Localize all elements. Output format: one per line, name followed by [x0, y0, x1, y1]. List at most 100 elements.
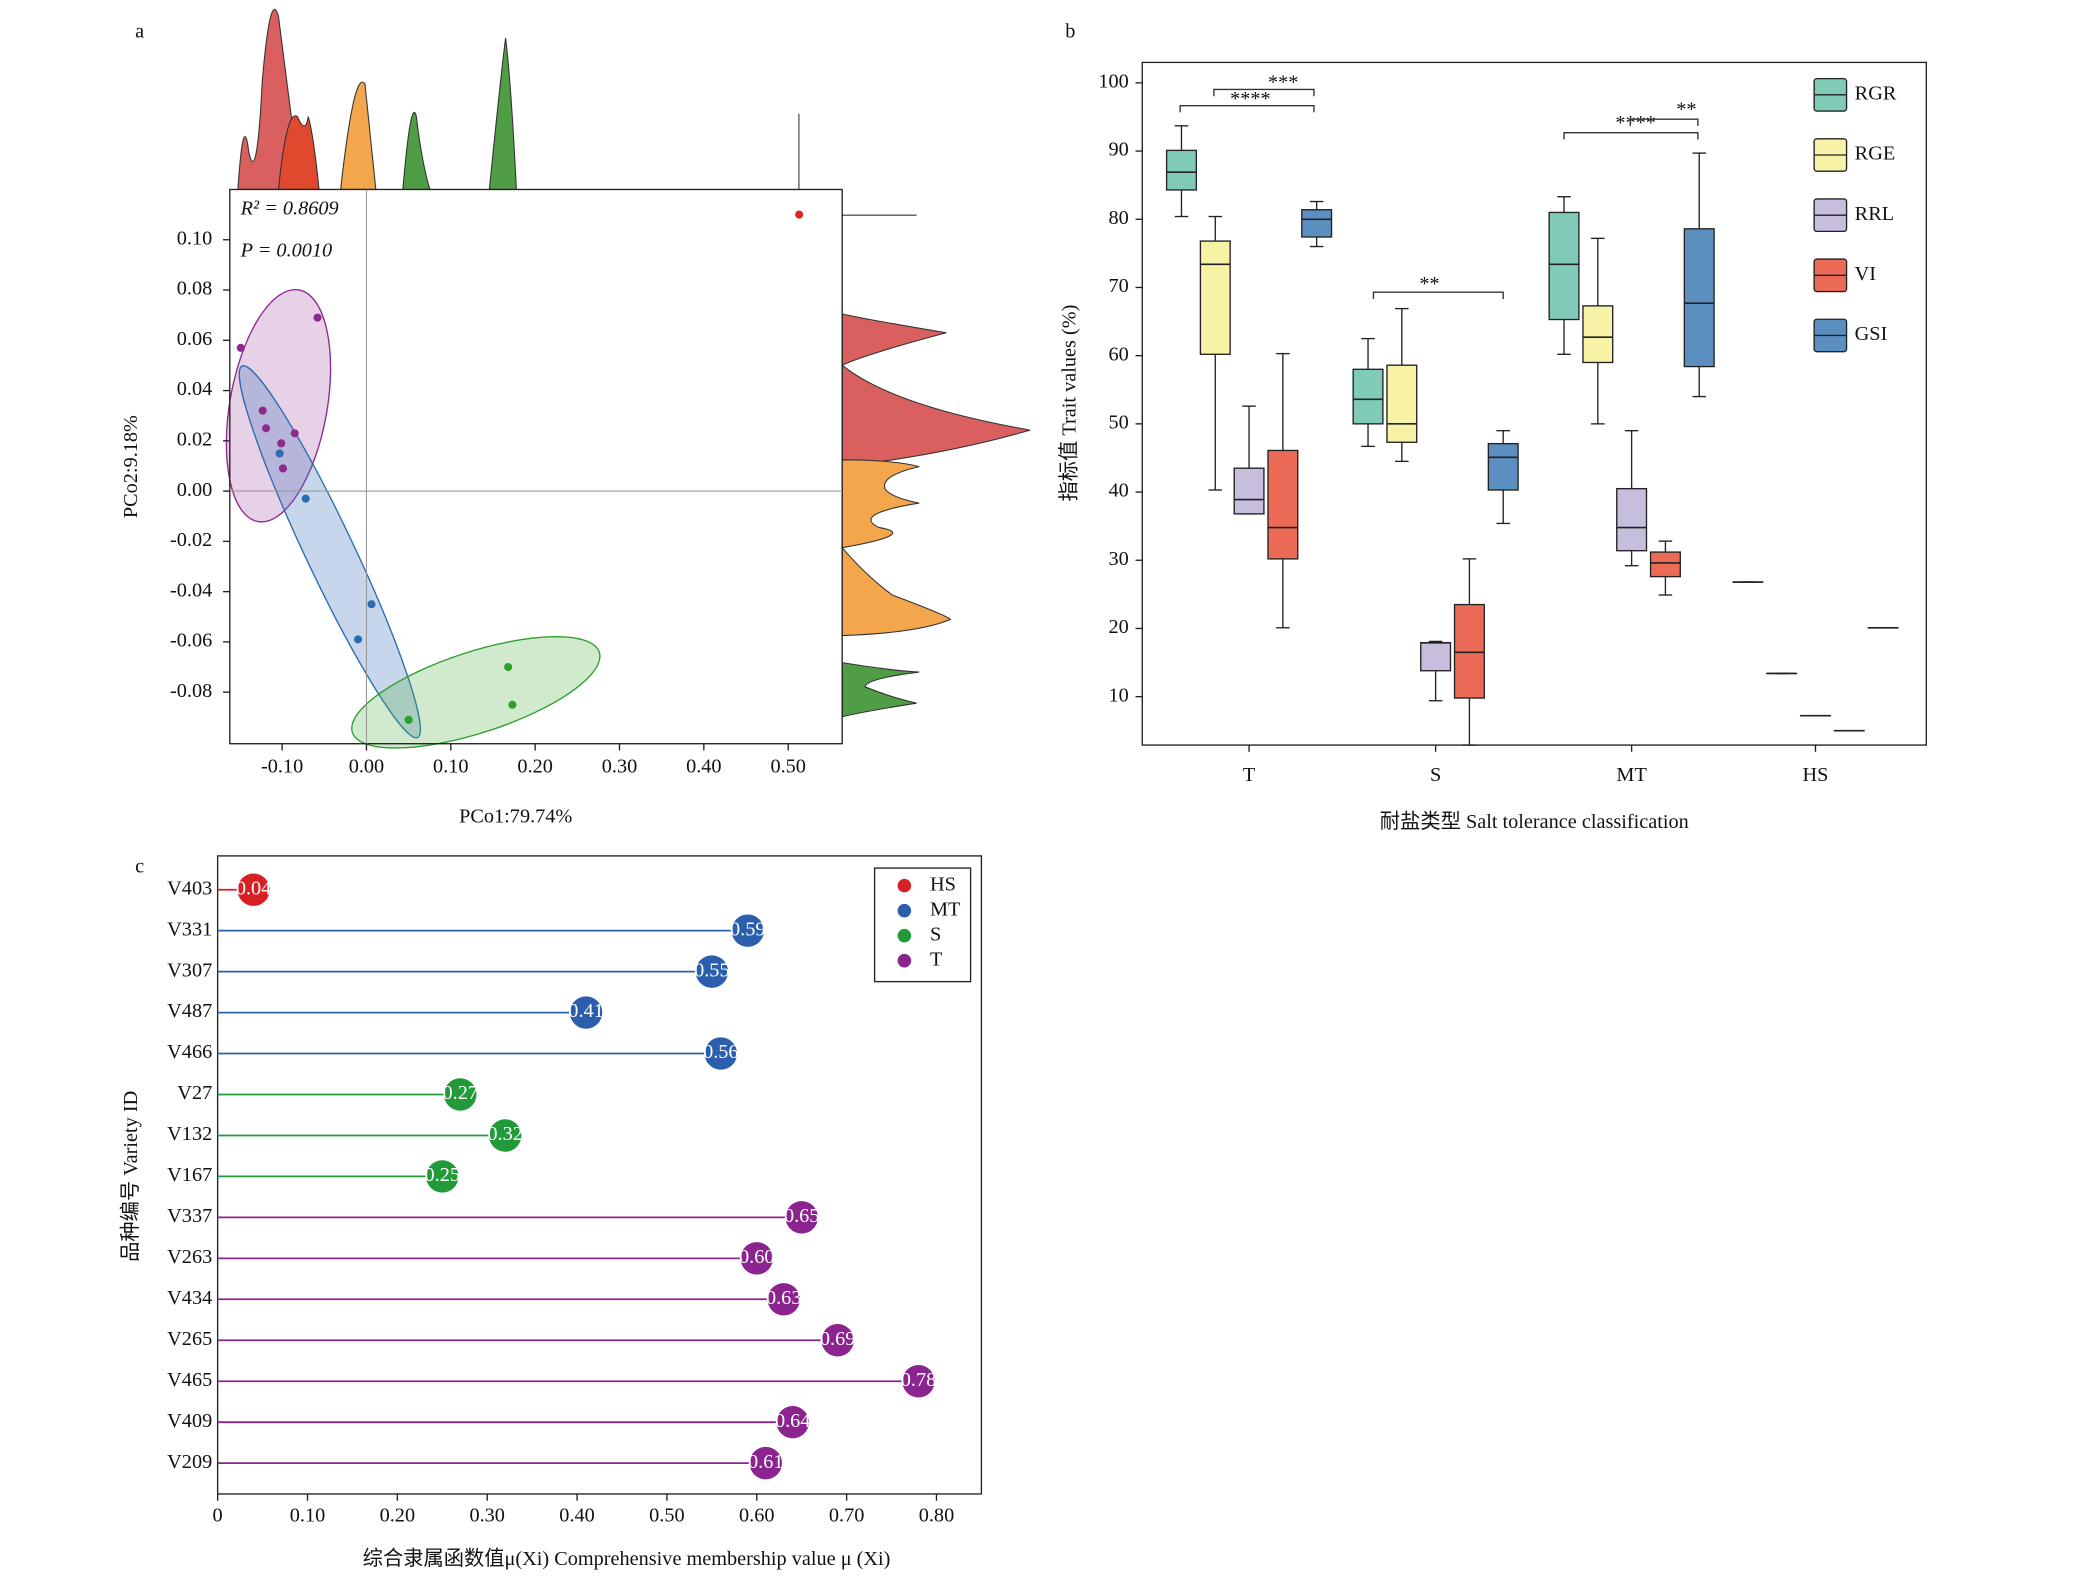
- sig-label: ****: [1230, 88, 1271, 110]
- value-label: 0.60: [739, 1246, 774, 1268]
- y-tick-label: V331: [167, 918, 212, 940]
- box: [1616, 487, 1648, 552]
- plot-frame: [216, 855, 983, 1495]
- point: [258, 406, 267, 415]
- point: [278, 464, 288, 473]
- x-axis-label: 综合隶属函数值μ(Xi) Comprehensive membership va…: [363, 1547, 891, 1570]
- point: [262, 424, 271, 433]
- plot-frame: [1141, 61, 1927, 746]
- box: [1582, 305, 1614, 364]
- y-tick-label: 80: [1108, 207, 1128, 229]
- plot-frame: [229, 188, 843, 745]
- y-tick-label: 0.08: [177, 278, 212, 300]
- density-top: [237, 8, 800, 191]
- point: [367, 600, 376, 609]
- y-axis-label: 品种编号 Variety ID: [119, 1091, 142, 1262]
- panel-label: b: [1065, 20, 1075, 42]
- legend-label: VI: [1855, 263, 1877, 285]
- dot: [902, 1365, 935, 1398]
- point: [313, 313, 322, 322]
- box: [1386, 364, 1418, 443]
- x-tick-label: 0.10: [290, 1505, 325, 1527]
- box: [1420, 642, 1452, 672]
- y-tick-label: V434: [167, 1287, 212, 1309]
- point: [277, 439, 286, 448]
- value-label: 0.69: [820, 1328, 855, 1350]
- y-tick-label: 90: [1108, 139, 1128, 161]
- sig-label: **: [1676, 99, 1696, 121]
- density-right: [841, 214, 1031, 718]
- dot: [426, 1160, 459, 1193]
- y-tick-label: V307: [167, 959, 212, 981]
- x-axis-label: PCo1:79.74%: [459, 806, 572, 828]
- point: [236, 343, 245, 352]
- x-tick-label: HS: [1803, 764, 1829, 786]
- box: [1301, 209, 1333, 238]
- x-tick-label: 0.00: [349, 756, 384, 778]
- y-tick-label: 100: [1098, 71, 1128, 93]
- x-tick-label: 0.80: [919, 1505, 954, 1527]
- x-tick-label: S: [1430, 764, 1441, 786]
- dot: [821, 1324, 854, 1357]
- point: [290, 429, 299, 438]
- panel-label: c: [135, 856, 144, 878]
- y-tick-label: 0.02: [177, 428, 212, 450]
- y-tick-label: 0.10: [177, 227, 212, 249]
- sig-bracket: [1629, 118, 1699, 126]
- y-tick-label: 70: [1108, 275, 1128, 297]
- legend-label: RGE: [1855, 143, 1896, 165]
- value-label: 0.27: [443, 1082, 478, 1104]
- x-tick-label: 0.40: [559, 1505, 594, 1527]
- x-tick-label: T: [1243, 764, 1256, 786]
- legend-marker: [897, 903, 912, 918]
- panel-label: a: [135, 20, 144, 42]
- y-tick-label: 0.06: [177, 328, 212, 350]
- legend-label: GSI: [1855, 323, 1888, 345]
- box: [1165, 149, 1198, 191]
- y-tick-label: V132: [167, 1123, 212, 1145]
- y-tick-label: V465: [167, 1369, 212, 1391]
- y-tick-label: -0.04: [170, 579, 212, 601]
- y-tick-label: -0.02: [170, 529, 212, 551]
- dot: [740, 1242, 773, 1275]
- dot: [731, 914, 765, 947]
- legend-label: RGR: [1855, 83, 1897, 105]
- legend-label: S: [930, 923, 941, 945]
- y-tick-label: V337: [167, 1205, 212, 1227]
- box: [1199, 240, 1231, 355]
- point: [353, 635, 363, 644]
- x-tick-label: 0: [213, 1505, 223, 1527]
- box: [1233, 467, 1265, 515]
- x-axis-label: 耐盐类型 Salt tolerance classification: [1380, 810, 1689, 833]
- legend-marker: [897, 878, 912, 893]
- x-tick-label: 0.50: [649, 1505, 684, 1527]
- dot: [704, 1037, 738, 1070]
- y-tick-label: 30: [1108, 548, 1128, 570]
- dot: [785, 1201, 818, 1234]
- box: [1649, 551, 1681, 578]
- y-tick-label: 40: [1108, 480, 1128, 502]
- box: [1267, 449, 1299, 560]
- value-label: 0.63: [766, 1287, 801, 1309]
- dot: [695, 955, 729, 988]
- value-label: 0.78: [901, 1369, 936, 1391]
- box: [1548, 211, 1580, 321]
- sig-bracket: [1372, 291, 1504, 299]
- value-label: 0.41: [568, 1000, 603, 1022]
- y-tick-label: V265: [167, 1328, 212, 1350]
- y-tick-label: V209: [167, 1451, 212, 1473]
- x-tick-label: MT: [1616, 764, 1647, 786]
- x-tick-label: -0.10: [261, 756, 303, 778]
- x-tick-label: 0.60: [739, 1505, 774, 1527]
- sig-bracket: [1563, 132, 1699, 140]
- sig-bracket: [1179, 104, 1315, 113]
- annotation: R² = 0.8609: [240, 197, 339, 219]
- box: [1453, 603, 1485, 699]
- legend-label: RRL: [1855, 203, 1894, 225]
- y-tick-label: V403: [167, 877, 212, 899]
- point: [504, 662, 513, 672]
- value-label: 0.61: [748, 1451, 783, 1473]
- dot: [749, 1446, 782, 1480]
- x-tick-label: 0.50: [770, 756, 805, 778]
- y-tick-label: 0.04: [177, 378, 212, 400]
